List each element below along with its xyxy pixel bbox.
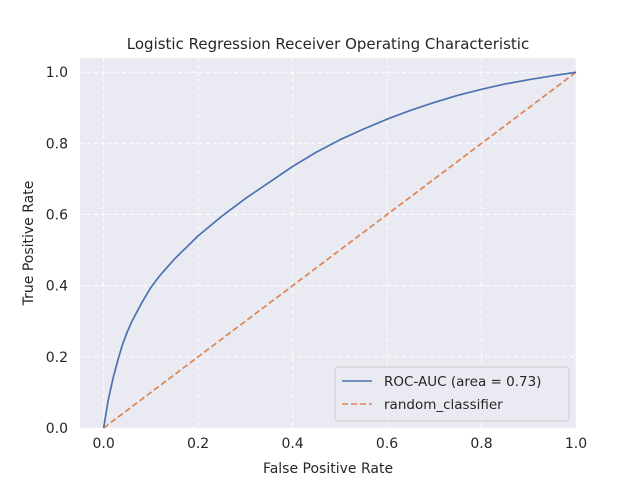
y-tick-label: 0.8 <box>46 136 68 152</box>
legend-label-random: random_classifier <box>384 397 503 413</box>
chart-title: Logistic Regression Receiver Operating C… <box>127 35 529 53</box>
legend: ROC-AUC (area = 0.73) random_classifier <box>334 366 570 422</box>
y-tick-label: 0.6 <box>46 208 68 224</box>
grid-lines <box>80 58 577 429</box>
legend-label-roc: ROC-AUC (area = 0.73) <box>384 374 541 390</box>
plot-background <box>80 58 576 428</box>
y-tick-labels: 0.0 0.2 0.4 0.6 0.8 1.0 <box>46 65 68 437</box>
x-tick-label: 0.6 <box>376 436 398 452</box>
x-tick-label: 0.8 <box>470 436 492 452</box>
y-axis-label: True Positive Rate <box>21 181 37 307</box>
y-tick-label: 0.4 <box>46 279 68 295</box>
y-tick-label: 0.2 <box>46 350 68 366</box>
x-axis-label: False Positive Rate <box>263 461 393 477</box>
x-tick-label: 1.0 <box>565 436 587 452</box>
legend-box <box>334 366 570 422</box>
series-layer <box>102 71 577 429</box>
y-tick-label: 0.0 <box>46 421 68 437</box>
y-tick-label: 1.0 <box>46 65 68 81</box>
x-tick-label: 0.4 <box>281 436 303 452</box>
x-tick-labels: 0.0 0.2 0.4 0.6 0.8 1.0 <box>92 436 587 452</box>
roc-curve-line <box>102 71 577 429</box>
x-tick-label: 0.2 <box>187 436 209 452</box>
x-tick-label: 0.0 <box>92 436 114 452</box>
